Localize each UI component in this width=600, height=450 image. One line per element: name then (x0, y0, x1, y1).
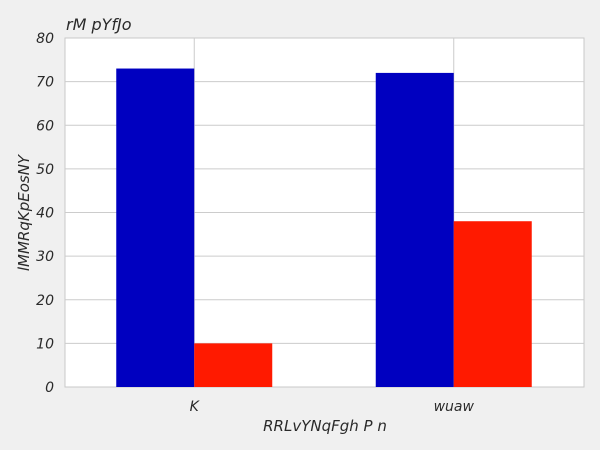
y-tick-label: 30 (36, 249, 54, 265)
x-axis-label: RRLvYNqFgh P n (263, 417, 387, 435)
bars (116, 68, 532, 388)
y-tick-label: 80 (36, 31, 54, 47)
x-tick-label: wuaw (434, 399, 475, 415)
y-axis-label: lMMRqKpEosNY (15, 153, 33, 271)
y-tick-label: 60 (36, 118, 54, 134)
bar-series-2-wuaw (453, 221, 532, 387)
y-tick-label: 10 (36, 336, 54, 352)
bar-series-1-wuaw (375, 72, 454, 388)
bar-series-1-K (116, 68, 195, 387)
chart-title: rM pYfJo (66, 15, 132, 34)
x-tick-label: K (190, 399, 201, 415)
y-tick-label: 70 (36, 75, 54, 91)
y-tick-labels: 0 10 20 30 40 50 60 70 80 (36, 31, 54, 396)
y-tick-label: 20 (36, 293, 54, 309)
bar-series-2-K (194, 343, 273, 387)
y-tick-label: 40 (36, 206, 54, 222)
y-tick-label: 50 (36, 162, 54, 178)
y-tick-label: 0 (45, 380, 54, 396)
